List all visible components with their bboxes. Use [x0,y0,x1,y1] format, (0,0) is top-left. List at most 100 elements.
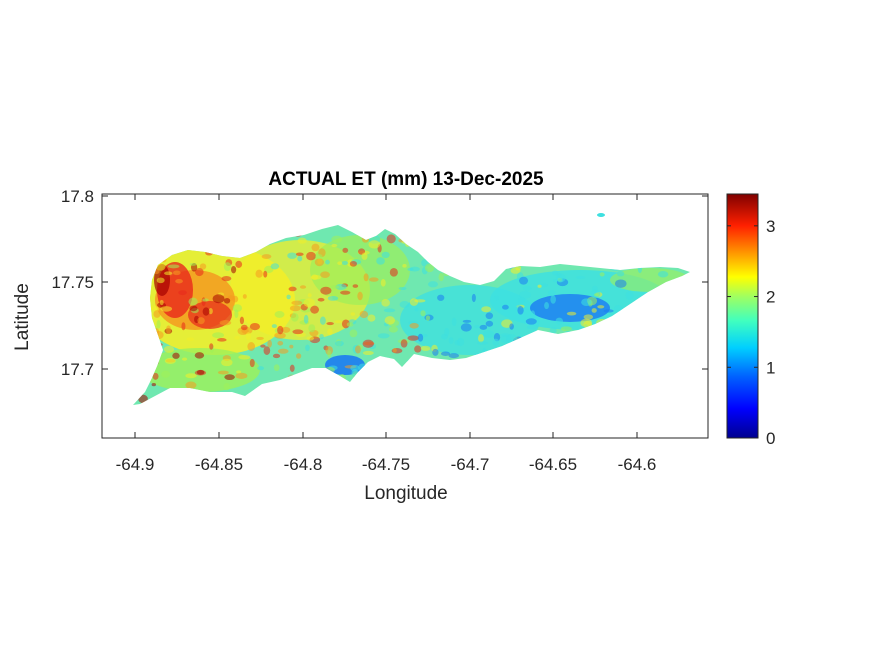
x-tick-1: -64.9 [116,194,154,474]
heat-blob [519,291,532,299]
colorbar-tick-label: 0 [766,429,775,448]
heat-blob [414,307,419,312]
heat-blob [255,269,263,278]
heat-blob [657,271,669,278]
heat-blob [485,312,494,320]
heat-blob [217,338,227,342]
heat-blob [161,370,171,378]
heat-blob [381,251,390,259]
heat-blob [297,255,303,262]
heat-blob [280,326,291,333]
y-tick-label: 17.75 [51,273,94,292]
heat-blob [420,310,426,317]
x-tick-5: -64.7 [451,194,489,474]
heat-blob [209,343,214,350]
heat-blob [160,306,173,312]
heat-blob [460,323,472,332]
heat-blob [597,305,605,309]
heat-blob [392,348,397,353]
heat-blob [581,298,592,307]
heat-blob [212,332,225,339]
heat-blob [399,300,410,309]
heat-blob [194,352,205,359]
heat-blob [482,330,495,338]
heat-blob [236,370,242,374]
heat-blob [151,383,156,387]
heat-blob [260,344,266,348]
heat-blob [289,305,301,312]
heat-blob [153,310,161,318]
heat-blob [368,277,379,282]
heat-blob [494,295,499,301]
heat-blob [540,283,548,288]
colorbar-tick-label: 2 [766,288,775,307]
heat-blob [263,346,271,355]
heat-blob [164,271,173,276]
heat-blob [156,277,165,284]
heat-blob [314,258,325,267]
heat-blob [249,358,255,368]
heat-blob [320,271,330,278]
heat-blob [362,339,374,348]
heat-blob [331,243,338,248]
heat-blob [242,294,247,299]
heat-blob [185,381,197,389]
heat-blob [247,342,256,351]
heat-blob [367,314,376,322]
heat-blob [199,263,207,270]
heat-blob [451,317,457,327]
heat-blob [286,294,291,300]
heat-blob [438,272,444,282]
heat-blob [555,317,563,325]
heat-blob [350,364,360,372]
x-tick-4: -64.75 [362,194,410,474]
heat-blob [398,286,407,291]
x-tick-6: -64.65 [529,194,577,474]
heat-blob [352,284,359,288]
heat-blob [257,366,265,371]
heat-blob [189,305,198,312]
heat-blob [485,320,494,327]
heat-blob [202,298,209,302]
heat-blob [306,251,316,261]
heat-blob [311,243,320,252]
heat-blob [471,293,476,303]
heat-blob [277,325,284,335]
heat-blob [591,308,597,313]
heat-blob [175,278,183,284]
heat-blob [537,284,542,288]
heat-blob [326,322,334,326]
heat-blob [186,337,195,341]
heat-blob [389,267,398,277]
heat-blob [448,353,460,359]
heat-blob [221,275,232,282]
heat-blob [575,275,586,280]
heat-blob [342,247,349,253]
y-axis-label: Latitude [12,283,33,351]
heat-blob [566,311,577,316]
heat-blob [474,325,480,329]
heat-blob [305,344,310,352]
x-tick-label: -64.85 [195,455,243,474]
heat-blob [185,373,197,379]
heat-blob [297,237,307,244]
heat-blob [444,327,450,337]
heat-blob [530,294,610,322]
heat-blob [481,306,492,313]
heat-blob [544,301,549,310]
heat-blob [188,297,198,306]
heat-blob [530,310,536,319]
heat-blob [334,320,343,324]
heat-blob [261,254,272,259]
heat-blob [263,270,268,278]
heat-blob [245,332,251,340]
heat-blob [239,316,245,325]
heat-blob [208,308,213,315]
heat-blob [340,290,351,295]
heat-blob [320,286,332,295]
heat-blob [425,315,431,321]
y-tick-3: 17.7 [61,360,708,379]
heat-blob [476,341,489,345]
heat-blob [221,358,233,367]
heat-blob [223,297,231,304]
